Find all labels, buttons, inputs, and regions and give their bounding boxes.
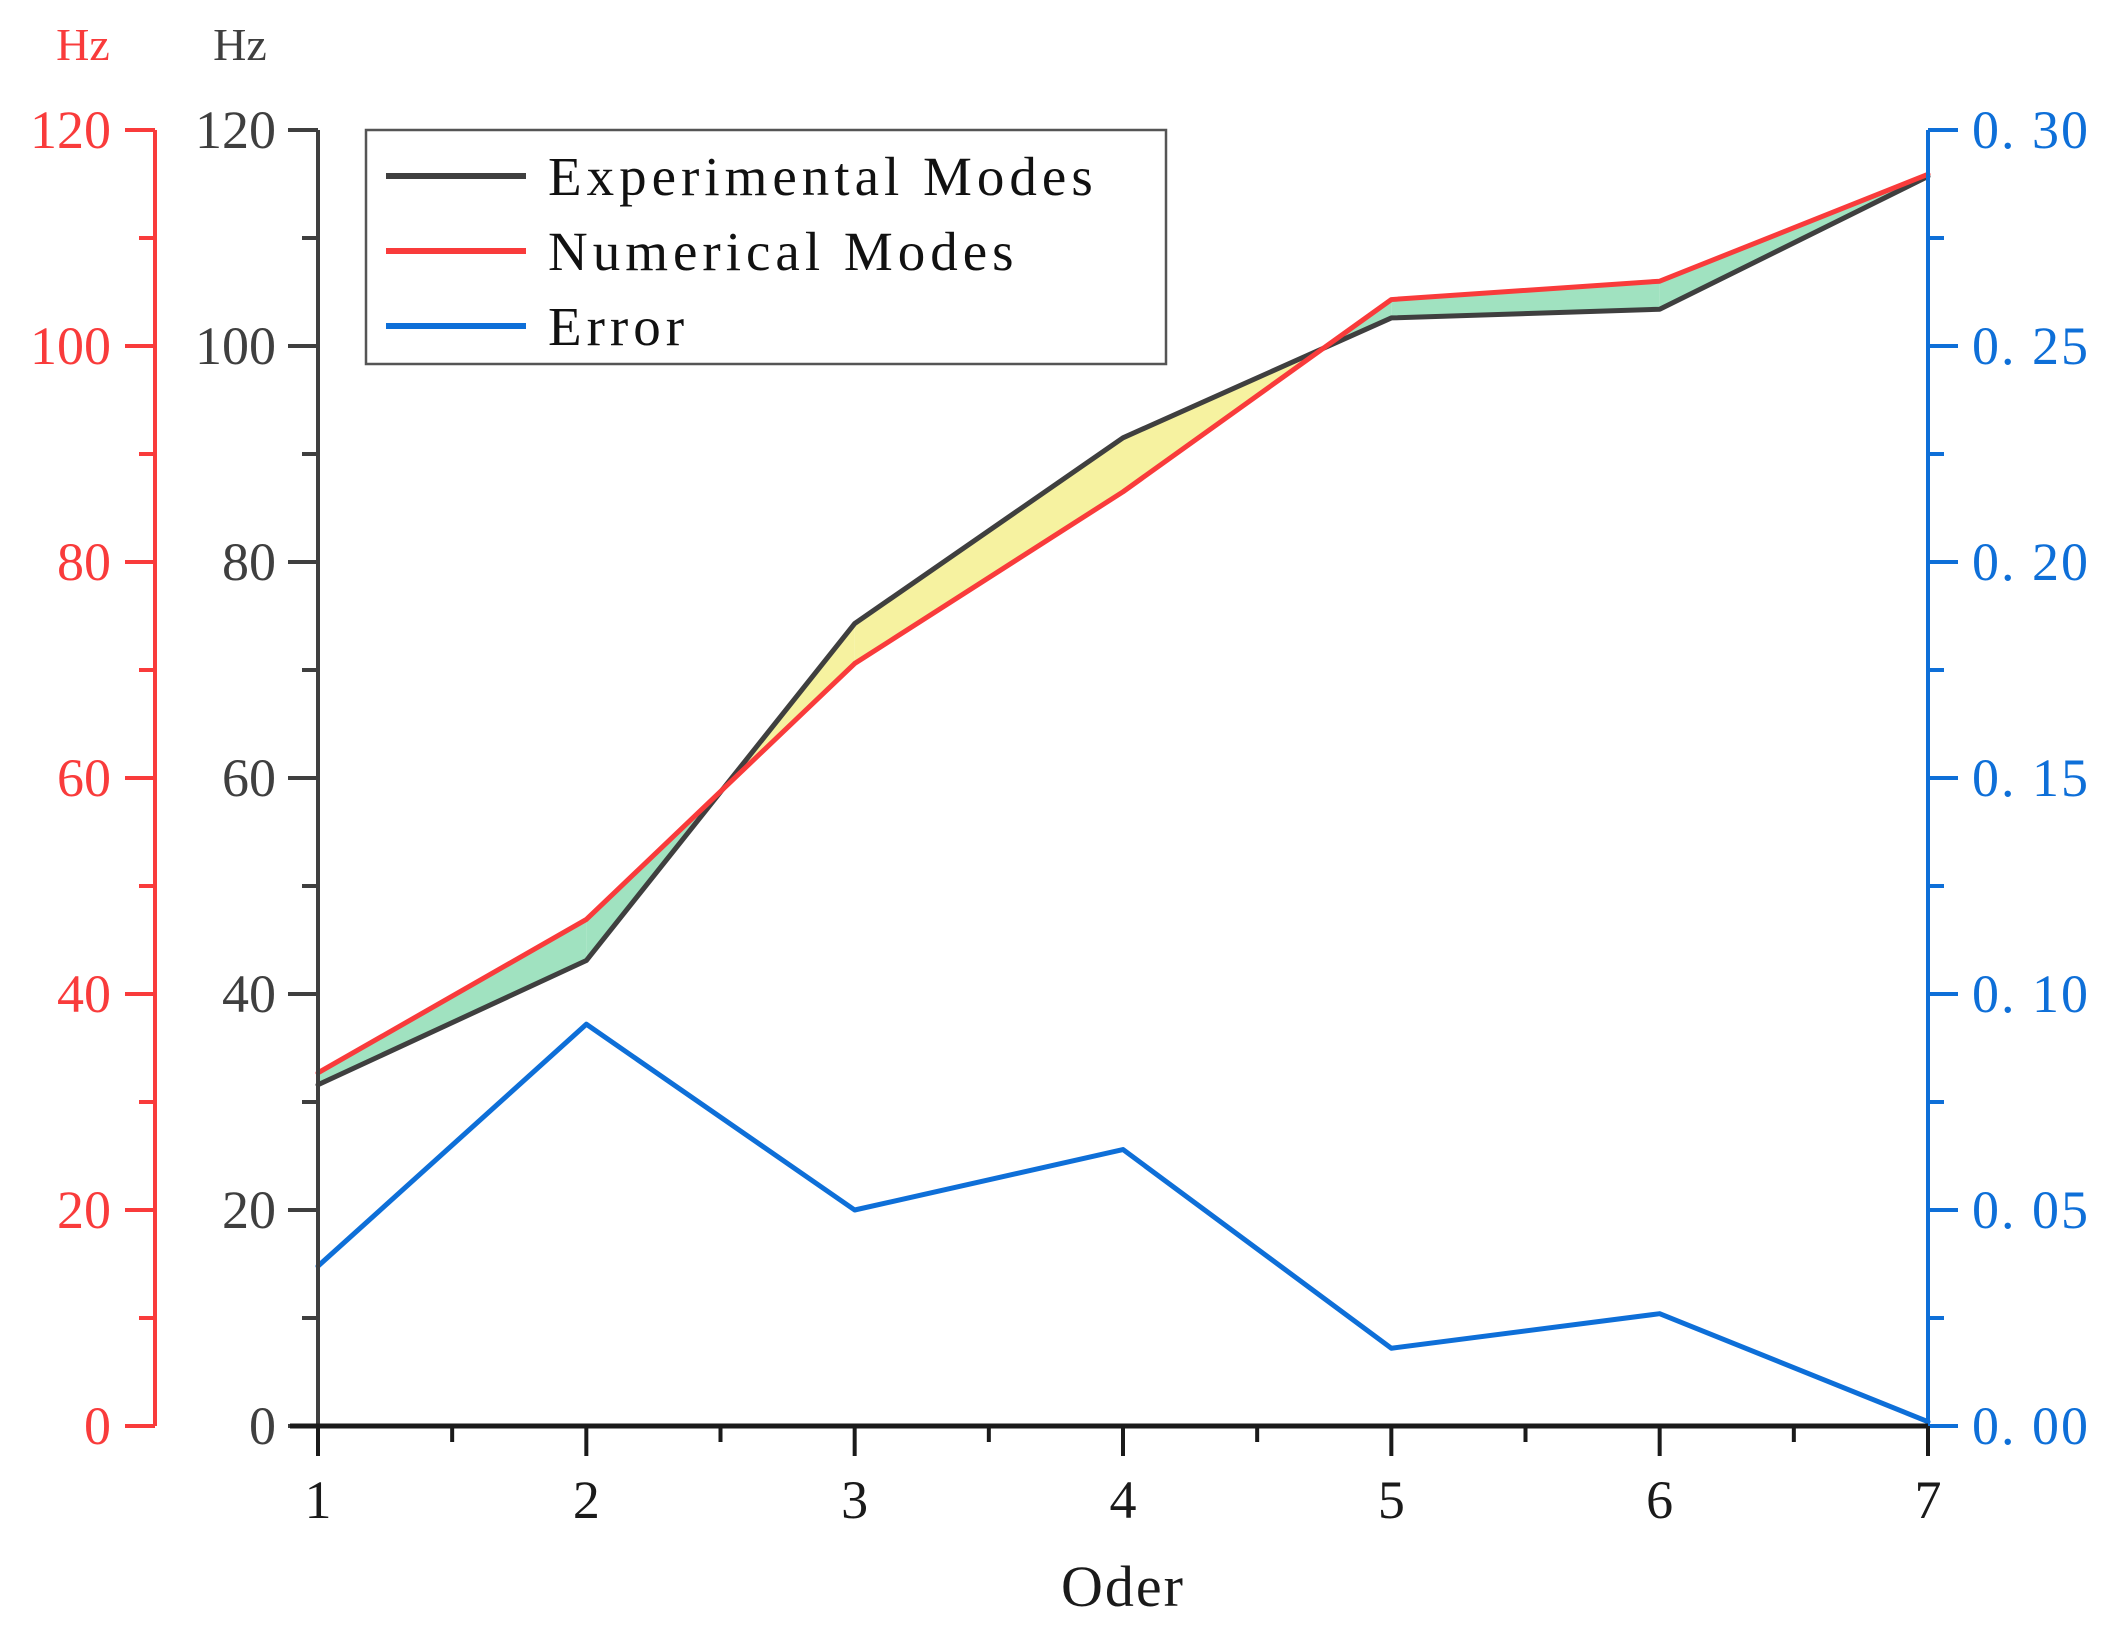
x-axis-tick-label: 7: [1915, 1470, 1942, 1530]
blue-error-axis: 0. 00 0. 05 0. 10 0. 15 0. 20 0. 25 0. 30: [1926, 100, 2090, 1456]
legend-label: Error: [548, 296, 689, 357]
red-hz-axis-tick-label: 60: [57, 748, 111, 808]
x-axis-tick-label: 1: [305, 1470, 332, 1530]
red-hz-axis-tick-label: 100: [30, 316, 111, 376]
red-hz-axis-tick-label: 20: [57, 1180, 111, 1240]
blue-error-axis-tick-label: 0. 30: [1972, 100, 2090, 160]
blue-error-axis-tick-label: 0. 00: [1972, 1396, 2090, 1456]
legend-label: Numerical Modes: [548, 221, 1019, 282]
black-hz-axis-tick-label: 100: [195, 316, 276, 376]
black-hz-axis: 0 20 40 60 80 100 120: [195, 100, 320, 1456]
black-axis-unit-label: Hz: [213, 19, 267, 70]
x-axis-tick-label: 4: [1110, 1470, 1137, 1530]
blue-error-axis-tick-label: 0. 10: [1972, 964, 2090, 1024]
blue-error-axis-tick-label: 0. 15: [1972, 748, 2090, 808]
legend-entry-numerical-modes: Numerical Modes: [386, 221, 1019, 282]
red-axis-unit-label: Hz: [56, 19, 110, 70]
fill-region: [854, 437, 1123, 664]
red-hz-axis-tick-label: 0: [84, 1396, 111, 1456]
black-hz-axis-tick-label: 0: [249, 1396, 276, 1456]
red-hz-axis-tick-label: 40: [57, 964, 111, 1024]
error-line: [315, 1021, 1931, 1425]
red-hz-axis-tick-label: 120: [30, 100, 111, 160]
legend-entry-experimental-modes: Experimental Modes: [386, 146, 1098, 207]
red-hz-axis: 0 20 40 60 80 100 120: [30, 100, 157, 1456]
black-hz-axis-tick-label: 20: [222, 1180, 276, 1240]
x-axis-tick-label: 6: [1646, 1470, 1673, 1530]
legend: Experimental Modes Numerical Modes Error: [364, 128, 1168, 366]
legend-label: Experimental Modes: [548, 146, 1098, 207]
experimental-line: [315, 173, 1931, 1088]
x-axis: 1 2 3 4 5 6 7 Oder: [290, 1423, 1942, 1619]
x-axis-tick-label: 3: [841, 1470, 868, 1530]
fill-region: [318, 919, 587, 1085]
x-axis-tick-label: 5: [1378, 1470, 1405, 1530]
black-hz-axis-tick-label: 60: [222, 748, 276, 808]
legend-entry-error: Error: [386, 296, 689, 357]
black-hz-axis-tick-label: 80: [222, 532, 276, 592]
x-axis-tick-label: 2: [573, 1470, 600, 1530]
black-hz-axis-tick-label: 40: [222, 964, 276, 1024]
red-hz-axis-tick-label: 80: [57, 532, 111, 592]
fill-region: [1391, 281, 1660, 318]
x-axis-title: Oder: [1061, 1554, 1185, 1619]
blue-error-axis-tick-label: 0. 05: [1972, 1180, 2090, 1240]
blue-error-axis-tick-label: 0. 20: [1972, 532, 2090, 592]
black-hz-axis-tick-label: 120: [195, 100, 276, 160]
blue-error-axis-tick-label: 0. 25: [1972, 316, 2090, 376]
numerical-line: [315, 171, 1931, 1076]
